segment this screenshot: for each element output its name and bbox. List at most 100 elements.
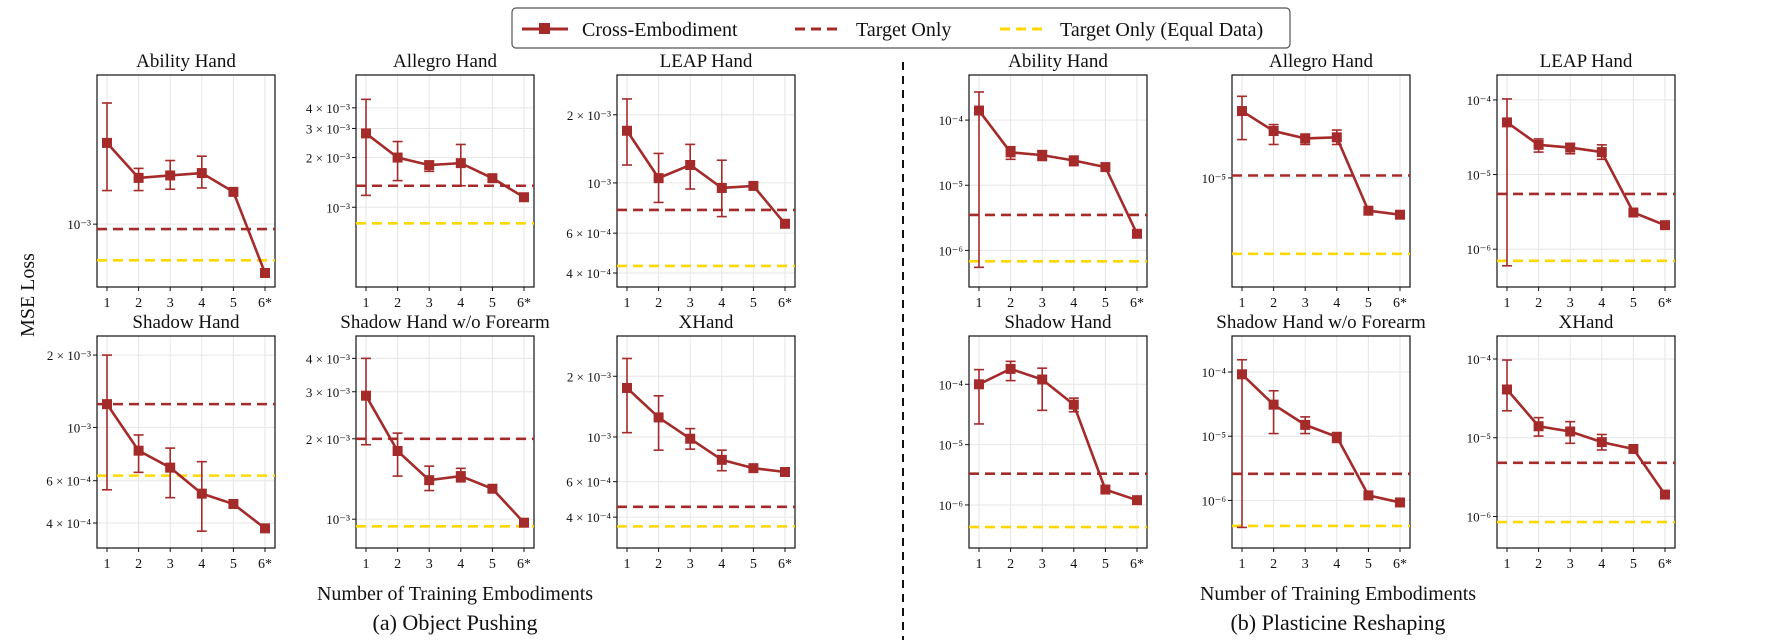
data-point [1331,132,1342,143]
panel-10: Shadow Hand w/o Forearm 10⁻⁶ 10⁻⁵ 10⁻⁴ 1 2 3 4 5… [1202,312,1426,572]
y-tick-label: 10⁻³ [587,430,611,445]
data-point [1533,421,1544,432]
data-point [622,125,632,136]
x-tick-label: 5 [1102,296,1109,311]
data-point [424,160,435,171]
data-point [716,454,727,465]
data-point [685,433,696,444]
x-tick-label: 6* [1658,296,1672,311]
x-tick-label: 4 [1598,557,1605,572]
x-tick-label: 6* [258,557,272,572]
x-tick-label: 4 [1333,296,1340,311]
data-point [361,128,371,139]
data-point [102,137,112,148]
x-tick-label: 6* [1130,557,1144,572]
x-tick-label: 5 [1630,296,1637,311]
data-point [1268,399,1279,410]
legend-cross-marker [539,23,550,34]
data-point [1660,489,1670,500]
x-tick-label: 6* [1393,557,1407,572]
x-tick-label: 5 [1365,296,1372,311]
x-tick-label: 1 [976,557,983,572]
data-point [1628,443,1639,454]
series-line-cross-embodiment [626,387,786,474]
series-line-cross-embodiment [1241,109,1401,217]
x-tick-label: 3 [1039,557,1046,572]
x-tick-label: 4 [1070,296,1077,311]
panel-9: Shadow Hand 10⁻⁶ 10⁻⁵ 10⁻⁴ 1 2 3 4 5 6* [939,312,1148,572]
y-tick-label: 10⁻⁵ [1467,431,1491,446]
data-point [1596,437,1607,448]
x-tick-label: 4 [457,296,464,311]
panel-0: Ability Hand 10⁻³ 1 2 3 4 5 6* [67,51,276,311]
x-tick-label: 4 [718,557,725,572]
data-point [260,523,270,534]
series-line-cross-embodiment [1241,373,1401,504]
data-point [260,268,270,278]
panel-title: Allegro Hand [1269,51,1373,72]
x-tick-label: 4 [198,557,205,572]
data-point [1395,497,1405,508]
y-tick-label: 4 × 10⁻⁴ [46,516,91,531]
y-tick-label: 10⁻⁶ [1202,493,1226,508]
y-tick-label: 10⁻⁵ [1202,429,1226,444]
axes-frame [96,74,276,288]
data-point [1068,155,1079,166]
data-point [1502,117,1512,128]
y-tick-label: 2 × 10⁻³ [306,151,350,166]
data-point [1100,162,1111,173]
x-tick-label: 3 [1567,557,1574,572]
axes-frame [968,74,1148,288]
x-tick-label: 2 [135,296,142,311]
panel-title: Allegro Hand [393,51,497,72]
panel-11: XHand 10⁻⁶ 10⁻⁵ 10⁻⁴ 1 2 3 4 5 6* [1467,312,1676,572]
series-line-cross-embodiment [1506,388,1667,496]
y-tick-label: 10⁻³ [326,200,350,215]
x-tick-label: 6* [1658,557,1672,572]
axes-frame [1496,74,1676,288]
x-tick-label: 2 [1270,296,1277,311]
x-tick-label: 3 [1302,557,1309,572]
x-tick-label: 6* [778,296,792,311]
x-tick-label: 5 [750,296,757,311]
x-tick-label: 1 [363,296,370,311]
legend: Cross-Embodiment Target Only Target Only… [511,7,1291,49]
x-tick-label: 4 [1333,557,1340,572]
axes-frame [355,335,535,549]
data-point [196,168,207,179]
data-point [653,173,664,184]
axes-frame [1496,335,1676,549]
y-tick-label: 6 × 10⁻⁴ [46,474,91,489]
data-point [1005,147,1016,158]
series-line-cross-embodiment [1506,121,1666,227]
panel-title: Shadow Hand [132,312,240,333]
x-tick-label: 2 [655,296,662,311]
axes-frame [616,335,796,549]
data-point [1596,147,1607,158]
data-point [748,180,759,191]
data-point [1502,384,1512,395]
x-tick-label: 1 [624,296,631,311]
y-tick-label: 4 × 10⁻⁴ [566,510,611,525]
y-tick-label: 4 × 10⁻³ [306,101,350,116]
panel-1: Allegro Hand 10⁻³ 2 × 10⁻³ 3 × 10⁻³ 4 × 10⁻³… [306,51,535,311]
x-tick-label: 5 [489,557,496,572]
x-tick-label: 3 [426,557,433,572]
y-tick-label: 6 × 10⁻⁴ [566,226,611,241]
y-tick-label: 10⁻⁴ [939,113,964,128]
x-tick-label: 5 [230,557,237,572]
x-tick-label: 6* [1130,296,1144,311]
x-tick-label: 1 [1504,557,1511,572]
y-tick-label: 2 × 10⁻³ [306,432,350,447]
x-tick-label: 2 [394,557,401,572]
panel-3: Shadow Hand 4 × 10⁻⁴ 6 × 10⁻⁴ 10⁻³ 2 × 10⁻³ 1… [46,312,276,572]
y-tick-label: 10⁻⁶ [1467,242,1491,257]
caption-group-b: (b) Plasticine Reshaping [1230,610,1445,635]
x-tick-label: 2 [1007,557,1014,572]
series-line-cross-embodiment [105,403,266,530]
x-tick-label: 1 [976,296,983,311]
x-tick-label: 4 [457,557,464,572]
legend-label-cross: Cross-Embodiment [582,19,738,41]
y-tick-label: 10⁻⁴ [1467,93,1492,108]
